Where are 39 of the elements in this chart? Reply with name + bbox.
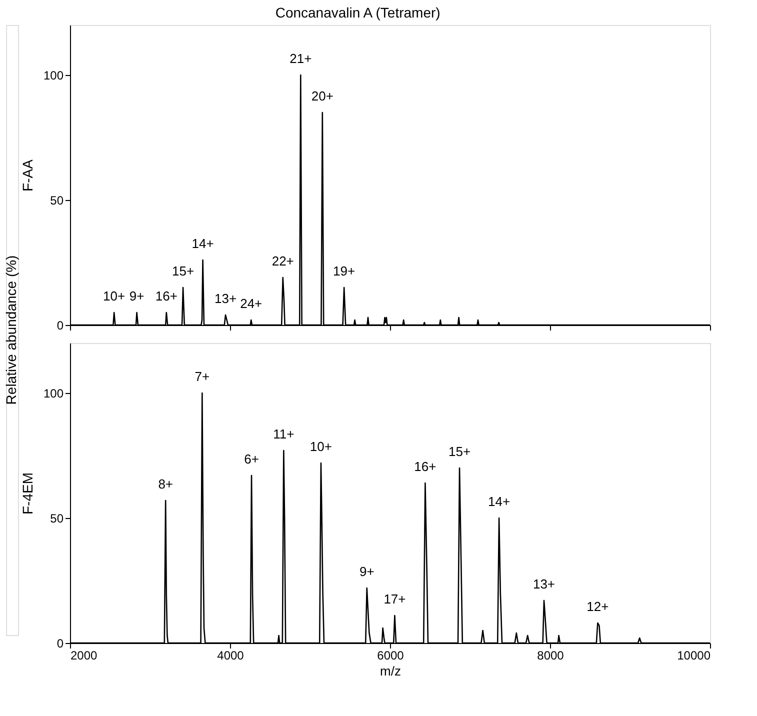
annotation: 10+ <box>103 288 126 304</box>
y-axis-title: F-AA <box>19 158 36 192</box>
annotation: 21+ <box>290 51 312 66</box>
annotation: 14+ <box>488 494 510 509</box>
annotation: 17+ <box>384 592 406 606</box>
annotation: 16+ <box>155 288 178 304</box>
annotation: 15+ <box>448 444 471 459</box>
annotation: 12+ <box>586 599 609 614</box>
annotation: 10+ <box>310 439 332 454</box>
annotation: 9+ <box>129 288 144 304</box>
annotation: 14+ <box>192 236 214 251</box>
x-tick-label: 8000 <box>537 648 564 662</box>
y-axis-title: F-4EM <box>19 472 36 514</box>
x-axis-title: m/z <box>380 664 401 678</box>
annotation: 19+ <box>333 264 356 278</box>
annotation: 9+ <box>359 564 374 579</box>
y-tick-label: 100 <box>43 68 64 82</box>
y-tick-label: 0 <box>56 318 64 332</box>
x-tick-label: 10000 <box>677 648 711 662</box>
annotation: 11+ <box>273 426 294 442</box>
y-tick-label: 0 <box>56 636 64 650</box>
annotation: 20+ <box>311 88 334 104</box>
annotation: 13+ <box>532 576 556 592</box>
annotation: 16+ <box>414 459 436 474</box>
annotation: 22+ <box>272 254 294 268</box>
chart-title: Concanavalin A (Tetramer) <box>275 4 440 20</box>
annotation: 6+ <box>244 452 259 466</box>
text: Relative abundance (%) <box>3 255 19 405</box>
annotation: 13+ <box>214 291 237 306</box>
y-tick-label: 50 <box>50 512 64 526</box>
y-tick-label: 100 <box>43 386 64 400</box>
annotation: 8+ <box>158 476 174 492</box>
x-tick-label: 2000 <box>70 648 98 662</box>
annotation: 24+ <box>240 296 262 311</box>
x-tick-label: 4000 <box>217 648 244 662</box>
annotation: 15+ <box>172 264 194 278</box>
annotation: 7+ <box>194 369 210 384</box>
y-tick-label: 50 <box>50 194 64 208</box>
x-tick-label: 6000 <box>377 648 404 662</box>
